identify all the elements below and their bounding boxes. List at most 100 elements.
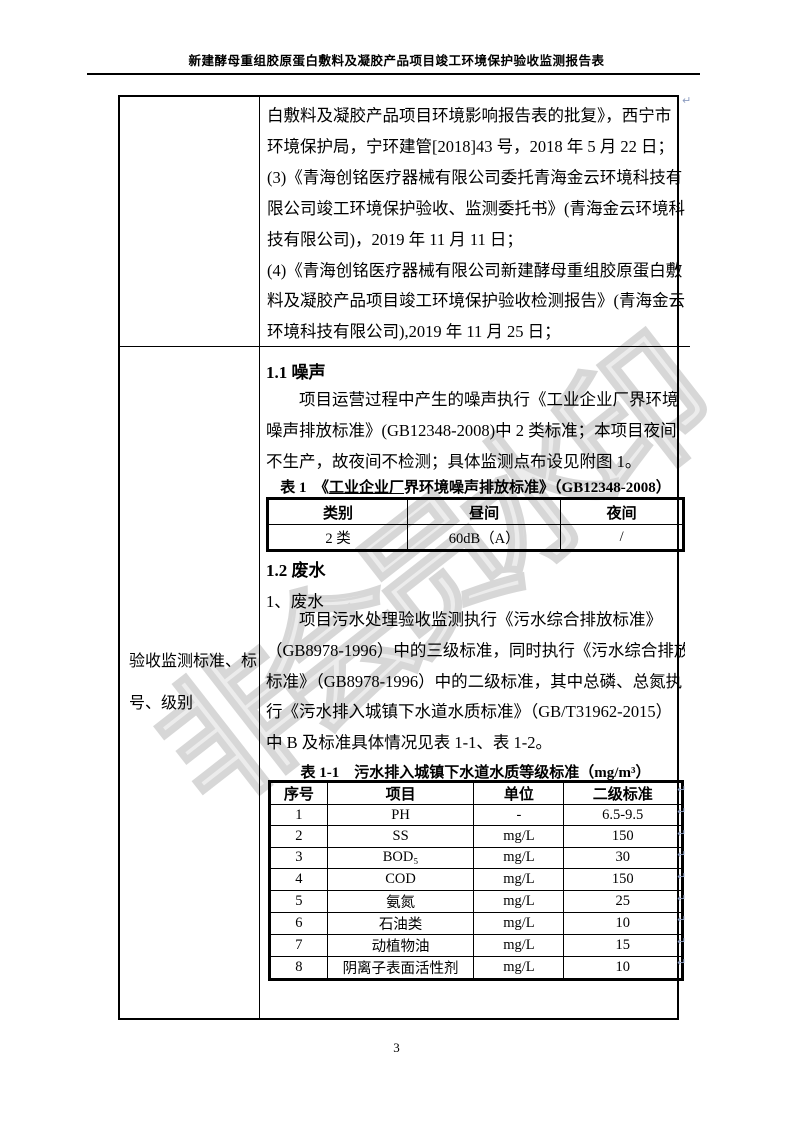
water-quality-table: 序号 项目 单位 二级标准 1 PH - — [268, 780, 684, 981]
left-header-line2: 号、级别 — [129, 694, 194, 712]
water-cell-unit: mg/L — [473, 868, 565, 891]
table1-caption: 表 1 《工业企业厂界环境噪声排放标准》（GB12348-2008） — [266, 476, 685, 497]
water-cell-unit: mg/L — [473, 889, 565, 913]
noise-table-header-row: 类别 昼间 夜间 — [267, 499, 683, 525]
water-cell-item: 石油类 — [326, 911, 475, 935]
water-table-row: 7 动植物油 mg/L 15 — [270, 933, 682, 957]
row1-empty-cell — [120, 97, 260, 347]
left-header-label: 验收监测标准、标 号、级别 — [120, 641, 257, 725]
water-cell-unit: mg/L — [473, 955, 565, 979]
water-cell-standard: 6.5-9.5 — [563, 803, 682, 827]
paragraph-line: 噪声排放标准》(GB12348-2008)中 2 类标准；本项目夜间 — [266, 420, 677, 440]
wastewater-subheading: 1、废水 — [266, 592, 324, 611]
water-header-unit: 单位 — [473, 782, 565, 805]
standards-content-cell: 1.1 噪声 项目运营过程中产生的噪声执行《工业企业厂界环境噪声排放标准》(GB… — [260, 347, 690, 1018]
water-cell-standard: 30 — [563, 846, 682, 870]
water-cell-item: COD — [326, 868, 475, 891]
paragraph-line: 中 B 及标准具体情况见表 1-1、表 1-2。 — [266, 733, 552, 753]
noise-table-data-row: 2 类 60dB（A） / — [267, 524, 683, 550]
water-table-header-row: 序号 项目 单位 二级标准 — [270, 782, 682, 805]
paragraph-line: 环境保护局，宁环建管[2018]43 号，2018 年 5 月 22 日； — [267, 136, 674, 156]
water-cell-index: 3 — [270, 846, 328, 870]
table1-caption-prefix: 表 1 《 — [280, 480, 330, 496]
noise-paragraph: 项目运营过程中产生的噪声执行《工业企业厂界环境噪声排放标准》(GB12348-2… — [266, 385, 685, 477]
water-table-row: 8 阴离子表面活性剂 mg/L 10 — [270, 955, 682, 979]
water-table-row: 1 PH - 6.5-9.5 — [270, 803, 682, 827]
water-cell-unit: - — [473, 803, 565, 827]
water-cell-index: 8 — [270, 955, 328, 979]
document-table: 白敷料及凝胶产品项目环境影响报告表的批复》，西宁市 环境保护局，宁环建管[2018… — [118, 95, 690, 1020]
section-heading-wastewater: 1.2 废水 — [266, 561, 326, 580]
paragraph-line: 环境科技有限公司),2019 年 11 月 25 日； — [267, 322, 561, 342]
paragraph-line: (3)《青海创铭医疗器械有限公司委托青海金云环境科技有 — [267, 167, 683, 187]
noise-header-category: 类别 — [267, 499, 409, 525]
water-header-item: 项目 — [326, 782, 475, 805]
water-cell-standard: 15 — [563, 933, 682, 957]
water-table-row: 3 BOD₅ mg/L 30 — [270, 846, 682, 870]
paragraph-mark-icon: ↵ — [677, 827, 687, 840]
paragraph-mark-icon: ↵ — [677, 892, 687, 905]
paragraph-line: 料及凝胶产品项目竣工环境保护验收检测报告》(青海金云 — [267, 291, 685, 311]
water-cell-item: PH — [326, 803, 475, 827]
table1-caption-underlined: 工业企业厂 — [329, 480, 405, 496]
water-cell-item: 阴离子表面活性剂 — [326, 955, 475, 979]
water-cell-unit: mg/L — [473, 846, 565, 870]
left-header-line1: 验收监测标准、标 — [129, 652, 258, 670]
table1-1-caption: 表 1-1 污水排入城镇下水道水质等级标准（mg/m³） — [300, 765, 651, 781]
water-cell-standard: 150 — [563, 868, 682, 891]
paragraph-mark-icon: ↵ — [677, 870, 687, 883]
paragraph-line: 项目运营过程中产生的噪声执行《工业企业厂界环境 — [299, 390, 679, 409]
noise-header-daytime: 昼间 — [407, 499, 562, 525]
water-cell-index: 5 — [270, 889, 328, 913]
paragraph-line: 项目污水处理验收监测执行《污水综合排放标准》 — [299, 610, 662, 629]
paragraph-line: 行《污水排入城镇下水道水质标准》（GB/T31962-2015） — [266, 702, 673, 722]
water-cell-unit: mg/L — [473, 933, 565, 957]
water-table-row: 6 石油类 mg/L 10 — [270, 911, 682, 935]
left-header-cell: 验收监测标准、标 号、级别 — [120, 347, 260, 1018]
paragraph-line: 不生产，故夜间不检测；具体监测点布设见附图 1。 — [266, 451, 642, 471]
paragraph-mark-icon: ↵ — [682, 94, 692, 107]
approval-references-paragraph: 白敷料及凝胶产品项目环境影响报告表的批复》，西宁市 环境保护局，宁环建管[2018… — [260, 97, 690, 348]
paragraph-mark-icon: ↵ — [677, 783, 687, 796]
water-header-standard: 二级标准 — [563, 782, 682, 805]
water-cell-unit: mg/L — [473, 825, 565, 848]
paragraph-mark-icon: ↵ — [677, 956, 687, 969]
water-cell-item: SS — [326, 825, 475, 848]
water-cell-index: 4 — [270, 868, 328, 891]
noise-cell-daytime: 60dB（A） — [407, 524, 562, 550]
water-cell-unit: mg/L — [473, 911, 565, 935]
paragraph-line: 标准》（GB8978-1996）中的二级标准，其中总磷、总氮执 — [266, 671, 683, 691]
water-table-row: 2 SS mg/L 150 — [270, 825, 682, 848]
paragraph-mark-icon: ↵ — [677, 848, 687, 861]
water-table-row: 4 COD mg/L 150 — [270, 868, 682, 891]
paragraph-line: 技有限公司)，2019 年 11 月 11 日； — [267, 229, 523, 249]
wastewater-paragraph: 项目污水处理验收监测执行《污水综合排放标准》 （GB8978-1996）中的三级标… — [266, 605, 685, 759]
section-heading-noise: 1.1 噪声 — [266, 363, 326, 382]
water-cell-index: 2 — [270, 825, 328, 848]
paragraph-line: 限公司竣工环境保护验收、监测委托书》(青海金云环境科 — [267, 198, 685, 218]
water-table-row: 5 氨氮 mg/L 25 — [270, 889, 682, 913]
water-header-index: 序号 — [270, 782, 328, 805]
paragraph-mark-icon: ↵ — [677, 913, 687, 926]
paragraph-mark-icon: ↵ — [677, 935, 687, 948]
paragraph-mark-icon: ↵ — [677, 805, 687, 818]
noise-header-night: 夜间 — [560, 499, 683, 525]
water-cell-item: 动植物油 — [326, 933, 475, 957]
page-title: 新建酵母重组胶原蛋白敷料及凝胶产品项目竣工环境保护验收监测报告表 — [188, 54, 605, 68]
paragraph-line: 白敷料及凝胶产品项目环境影响报告表的批复》，西宁市 — [267, 106, 672, 125]
row1-content-cell: 白敷料及凝胶产品项目环境影响报告表的批复》，西宁市 环境保护局，宁环建管[2018… — [260, 97, 690, 347]
water-cell-standard: 150 — [563, 825, 682, 848]
noise-standard-table: 类别 昼间 夜间 2 类 60dB（A） / — [266, 497, 685, 552]
header-rule — [87, 73, 700, 75]
water-cell-index: 6 — [270, 911, 328, 935]
water-cell-index: 1 — [270, 803, 328, 827]
water-cell-item: 氨氮 — [326, 889, 475, 913]
water-cell-standard: 25 — [563, 889, 682, 913]
page-number: 3 — [393, 1040, 400, 1055]
water-cell-item: BOD₅ — [326, 846, 475, 870]
water-cell-standard: 10 — [563, 911, 682, 935]
noise-cell-night: / — [560, 524, 683, 550]
water-cell-index: 7 — [270, 933, 328, 957]
noise-cell-category: 2 类 — [267, 524, 409, 550]
